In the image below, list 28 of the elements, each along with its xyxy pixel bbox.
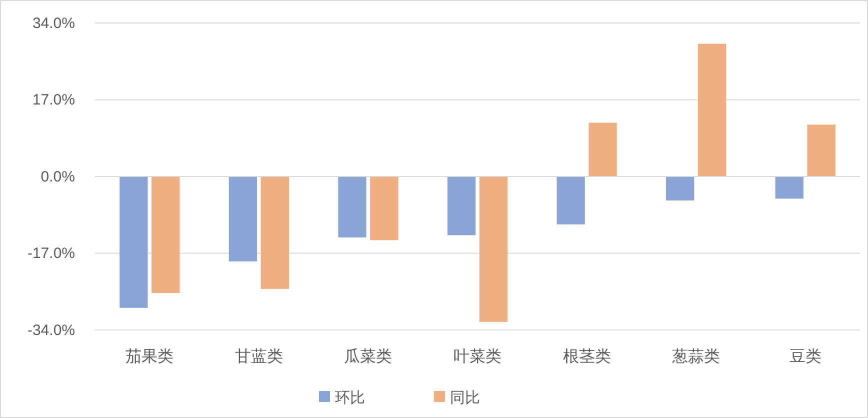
bar (370, 176, 398, 240)
bar (152, 176, 180, 293)
y-tick-label: -17.0% (27, 245, 75, 262)
x-tick-label: 根茎类 (562, 347, 611, 366)
bar (775, 176, 804, 199)
x-tick-label: 叶菜类 (454, 347, 502, 366)
y-tick-label: -34.0% (27, 322, 75, 339)
bar (447, 176, 476, 236)
bar (120, 176, 148, 308)
x-tick-label: 甘蓝类 (234, 347, 283, 366)
x-tick-label: 葱蒜类 (672, 347, 720, 366)
bar (666, 176, 694, 200)
legend-label: 同比 (450, 388, 480, 406)
y-tick-label: 34.0% (32, 14, 75, 32)
bar (698, 44, 726, 176)
y-tick-label: 0.0% (40, 168, 75, 186)
bar (260, 176, 289, 289)
bar (556, 176, 585, 224)
x-tick-label: 茄果类 (126, 347, 174, 366)
bar (588, 122, 617, 176)
x-tick-label: 瓜菜类 (344, 347, 392, 366)
bar (228, 176, 258, 262)
x-tick-label: 豆类 (789, 347, 822, 366)
bar (338, 176, 366, 238)
bar (807, 124, 836, 176)
bar (479, 176, 508, 322)
y-tick-label: 17.0% (32, 92, 75, 109)
legend-label: 环比 (335, 388, 365, 406)
